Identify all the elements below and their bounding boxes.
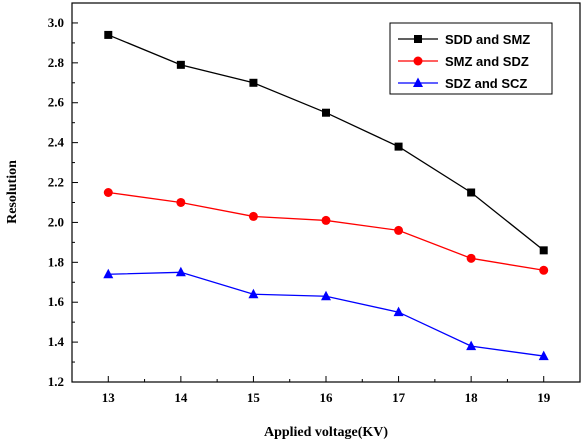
data-point: [467, 188, 476, 197]
y-tick-label: 2.8: [48, 55, 65, 70]
x-tick-label: 16: [320, 390, 334, 405]
x-tick-label: 19: [537, 390, 551, 405]
y-tick-label: 2.0: [48, 214, 64, 229]
y-axis-title: Resolution: [5, 160, 20, 224]
legend-label: SDZ and SCZ: [445, 76, 527, 91]
series-line: [108, 191, 544, 271]
series-2: [103, 188, 549, 275]
x-axis-title: Applied voltage(KV): [264, 425, 388, 440]
data-point: [249, 78, 258, 87]
data-point: [394, 142, 403, 151]
legend: SDD and SMZ SMZ and SDZ SDZ and SCZ: [389, 22, 553, 95]
legend-label: SMZ and SDZ: [445, 54, 529, 69]
axis-ticks: 1.2 1.4 1.6 1.8 2.0 2.2 2.4 2.6 2.8 3.0 13 14 15 16 17…: [48, 15, 581, 405]
data-point: [393, 306, 404, 317]
x-tick-label: 15: [247, 390, 261, 405]
y-tick-label: 1.8: [48, 254, 65, 269]
data-point: [466, 340, 477, 351]
data-point: [538, 350, 549, 361]
legend-entry: SDD and SMZ: [398, 32, 530, 47]
data-point: [322, 108, 330, 117]
y-tick-label: 2.2: [48, 175, 64, 190]
y-tick-label: 3.0: [48, 15, 64, 30]
x-tick-label: 13: [102, 390, 116, 405]
data-point: [539, 246, 548, 255]
x-tick-label: 14: [174, 390, 188, 405]
data-point: [248, 288, 259, 299]
legend-marker: [414, 35, 422, 43]
x-tick-label: 18: [465, 390, 479, 405]
legend-entry: SMZ and SDZ: [398, 54, 529, 69]
y-tick-label: 1.6: [48, 294, 65, 309]
legend-label: SDD and SMZ: [445, 32, 530, 47]
data-point: [176, 60, 185, 69]
x-tick-label: 17: [392, 390, 406, 405]
legend-marker: [413, 77, 423, 87]
y-tick-label: 2.6: [48, 95, 65, 110]
legend-entry: SDZ and SCZ: [398, 76, 527, 91]
data-point: [539, 265, 549, 275]
series-1: [104, 30, 548, 255]
data-point: [248, 211, 258, 221]
data-point: [103, 268, 114, 279]
y-tick-label: 1.4: [48, 334, 65, 349]
legend-marker: [413, 56, 423, 66]
data-point: [466, 253, 476, 263]
series-layer: [103, 30, 549, 361]
data-point: [175, 266, 186, 277]
series-3: [103, 266, 549, 361]
data-point: [103, 188, 113, 197]
series-line: [108, 271, 544, 357]
data-point: [394, 225, 404, 235]
data-point: [176, 197, 186, 207]
data-point: [321, 215, 331, 225]
y-tick-label: 2.4: [48, 135, 65, 150]
y-tick-label: 1.2: [48, 374, 64, 389]
data-point: [321, 290, 331, 301]
data-point: [104, 30, 113, 39]
